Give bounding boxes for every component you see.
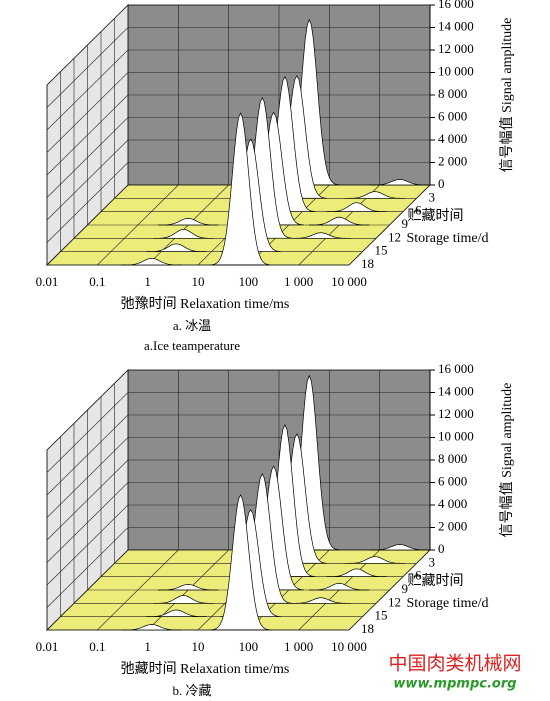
z-tick-label: 2 000	[438, 153, 467, 168]
peak	[146, 609, 207, 618]
x-tick-label: 0.01	[36, 274, 59, 289]
x-axis-label: 弛豫时间 Relaxation time/ms	[121, 296, 290, 312]
y-tick-label: 3	[429, 189, 436, 204]
x-tick-label: 1	[144, 639, 151, 654]
caption: a.Ice teamperature	[144, 338, 240, 353]
y-tick-label: 18	[361, 621, 374, 636]
y-tick-label: 9	[402, 216, 409, 231]
x-tick-label: 1 000	[284, 274, 313, 289]
y-tick-label: 18	[361, 256, 374, 271]
z-tick-label: 12 000	[438, 406, 474, 421]
peak	[326, 568, 387, 578]
x-tick-label: 0.01	[36, 639, 59, 654]
y-tick-label: 15	[375, 608, 388, 623]
z-axis-label: 信号幅值 Signal amplitude	[499, 18, 515, 173]
y-tick-label: 15	[375, 243, 388, 258]
z-tick-label: 0	[438, 176, 445, 191]
peak	[157, 584, 219, 591]
y-axis-label: 贮藏时间	[408, 573, 464, 589]
peak	[344, 191, 406, 199]
peak	[146, 243, 207, 253]
x-tick-label: 1 000	[284, 639, 313, 654]
z-tick-label: 0	[438, 541, 445, 556]
y-tick-label: 6	[415, 203, 422, 218]
x-tick-label: 10	[192, 639, 205, 654]
x-tick-label: 1	[144, 274, 151, 289]
z-tick-label: 10 000	[438, 63, 474, 78]
z-tick-label: 8 000	[438, 451, 467, 466]
peak	[290, 597, 351, 604]
z-tick-label: 6 000	[438, 473, 467, 488]
x-tick-label: 0.1	[89, 639, 105, 654]
peak	[153, 228, 214, 239]
peak	[308, 582, 370, 591]
peak	[369, 544, 430, 551]
y-axis-label-2: Storage time/d	[406, 596, 488, 611]
x-tick-label: 10 000	[331, 274, 367, 289]
watermark-title: 中国肉类机械网	[388, 653, 521, 675]
x-tick-label: 100	[239, 274, 259, 289]
z-axis-label: 信号幅值 Signal amplitude	[499, 383, 515, 538]
watermark-url: www.mpmpc.org	[393, 677, 516, 692]
z-tick-label: 2 000	[438, 518, 467, 533]
peak	[326, 202, 387, 213]
z-tick-label: 14 000	[438, 18, 474, 33]
y-axis-label-2: Storage time/d	[406, 231, 488, 246]
y-tick-label: 12	[388, 594, 401, 609]
y-axis-label: 贮藏时间	[408, 208, 464, 224]
z-tick-label: 6 000	[438, 108, 467, 123]
peak	[210, 494, 271, 631]
peak	[344, 556, 406, 564]
y-tick-label: 3	[429, 554, 436, 569]
z-tick-label: 4 000	[438, 131, 467, 146]
peak	[308, 216, 370, 226]
peak	[121, 624, 182, 631]
x-tick-label: 10 000	[331, 639, 367, 654]
z-tick-label: 8 000	[438, 86, 467, 101]
caption: b. 冷藏	[172, 683, 211, 698]
x-axis-label: 弛藏时间 Relaxation time/ms	[121, 661, 290, 677]
z-tick-label: 10 000	[438, 428, 474, 443]
x-tick-label: 0.1	[89, 274, 105, 289]
peak	[121, 257, 182, 266]
z-tick-label: 16 000	[438, 361, 474, 376]
caption: a. 冰温	[173, 318, 211, 333]
peak	[210, 112, 271, 266]
z-tick-label: 16 000	[438, 0, 474, 11]
z-tick-label: 4 000	[438, 496, 467, 511]
peak	[290, 232, 351, 239]
y-tick-label: 9	[402, 581, 409, 596]
z-tick-label: 12 000	[438, 41, 474, 56]
z-tick-label: 14 000	[438, 383, 474, 398]
y-tick-label: 12	[388, 229, 401, 244]
x-tick-label: 100	[239, 639, 259, 654]
x-tick-label: 10	[192, 274, 205, 289]
peak	[369, 179, 430, 186]
y-tick-label: 6	[415, 568, 422, 583]
peak	[153, 595, 214, 604]
peak	[157, 217, 219, 226]
